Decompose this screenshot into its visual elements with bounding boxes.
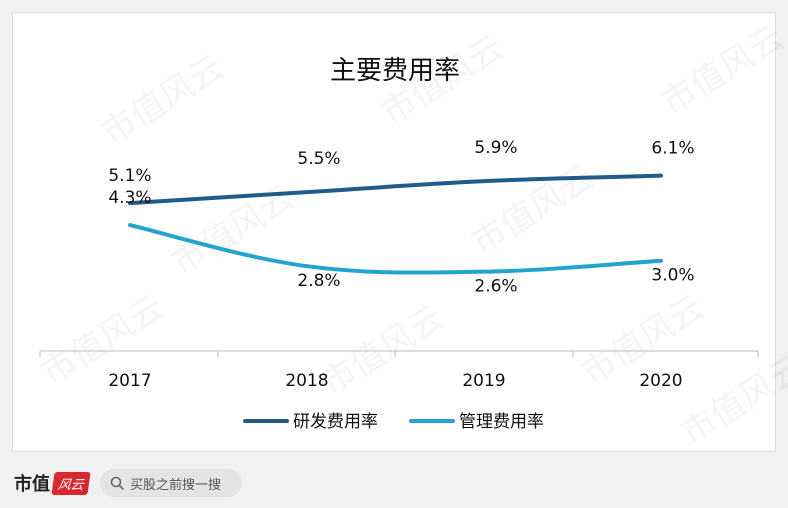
x-axis: 2017 2018 2019 2020 bbox=[39, 350, 759, 391]
series-line bbox=[128, 223, 663, 275]
search-icon bbox=[110, 476, 124, 490]
brand-mark: 风云 bbox=[51, 471, 91, 495]
data-label: 5.1% bbox=[108, 166, 151, 186]
search-bar[interactable]: 买股之前搜一搜 bbox=[100, 469, 242, 497]
series-line bbox=[128, 173, 663, 206]
data-label: 5.5% bbox=[297, 149, 340, 169]
x-tick-label: 2019 bbox=[462, 371, 505, 391]
data-label: 3.0% bbox=[651, 266, 694, 286]
search-placeholder: 买股之前搜一搜 bbox=[130, 477, 222, 493]
legend-label: 管理费用率 bbox=[459, 412, 544, 432]
legend-label: 研发费用率 bbox=[293, 412, 378, 432]
brand-name: 市值 bbox=[14, 474, 50, 495]
chart: 主要费用率 2017 2018 2019 2020 5.1% 5.5% 5.9% 6.1% 4… bbox=[39, 56, 759, 432]
data-labels: 5.1% 5.5% 5.9% 6.1% 4.3% 2.8% 2.6% 3.0% bbox=[108, 138, 694, 297]
chart-panel: 市值风云市值风云市值风云市值风云市值风云市值风云市值风云市值风云市值风云 主要费… bbox=[12, 12, 788, 453]
footer: 市值 风云 买股之前搜一搜 bbox=[0, 460, 788, 508]
legend: 研发费用率 管理费用率 bbox=[243, 412, 544, 432]
x-tick-label: 2017 bbox=[108, 371, 151, 391]
x-tick-label: 2018 bbox=[285, 371, 328, 391]
data-label: 6.1% bbox=[651, 139, 694, 159]
brand-logo: 市值 风云 bbox=[14, 470, 91, 496]
data-label: 2.8% bbox=[297, 271, 340, 291]
data-label: 5.9% bbox=[474, 138, 517, 158]
x-tick-label: 2020 bbox=[639, 371, 682, 391]
chart-title: 主要费用率 bbox=[330, 56, 460, 86]
data-label: 4.3% bbox=[108, 188, 151, 208]
data-label: 2.6% bbox=[474, 277, 517, 297]
series-lines bbox=[128, 173, 663, 275]
